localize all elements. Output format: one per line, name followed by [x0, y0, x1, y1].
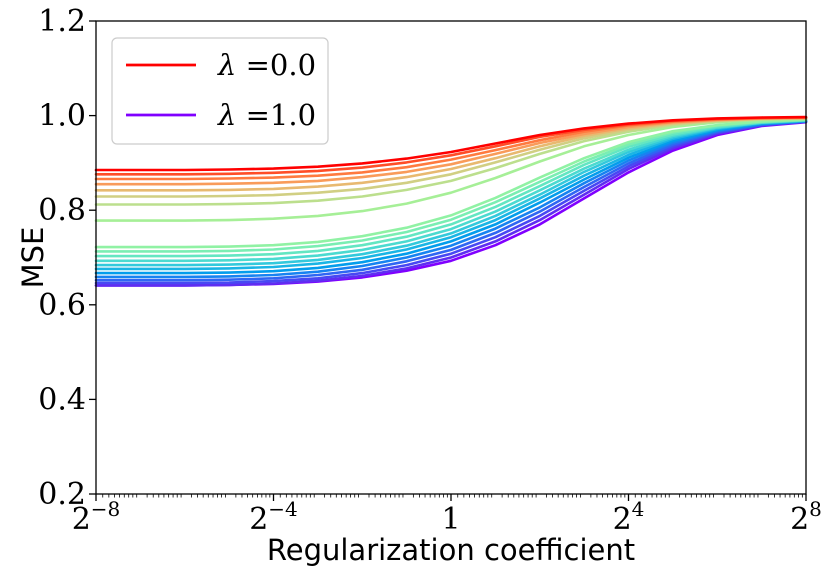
- x-tick-label: 1: [441, 502, 460, 537]
- y-tick-label: 0.4: [38, 382, 86, 417]
- series-line-lambda-0-9: [94, 120, 808, 287]
- series-layer: [94, 115, 808, 287]
- x-tick-label: 28: [790, 497, 822, 537]
- series-line-lambda-0-75: [94, 120, 808, 279]
- y-tick-label: 1.0: [38, 99, 86, 134]
- label-layer: 0.20.40.60.81.01.22−8 2−4 1 24 28: [38, 4, 822, 537]
- series-line-lambda-0-5: [94, 118, 808, 258]
- x-tick-exponent: 8: [809, 497, 822, 521]
- x-tick-exponent: −8: [91, 497, 120, 521]
- legend: λ =0.0λ =1.0: [111, 37, 329, 145]
- legend-lambda-value: =0.0: [236, 48, 316, 82]
- y-axis-title: MSE: [16, 227, 50, 289]
- tick-layer: [89, 20, 807, 501]
- x-tick-base: 2: [790, 502, 809, 537]
- y-tick-label: 0.6: [38, 288, 86, 323]
- series-line-lambda-0-4: [94, 118, 808, 249]
- series-line-lambda-0-35: [94, 117, 808, 222]
- x-tick-exponent: −4: [268, 497, 297, 521]
- series-line-lambda-0-7: [94, 119, 808, 275]
- x-axis-title: Regularization coefficient: [267, 533, 635, 567]
- legend-entries: λ =0.0λ =1.0: [126, 48, 316, 132]
- y-tick-label: 0.8: [38, 193, 86, 228]
- y-tick-label: 1.2: [38, 4, 86, 39]
- legend-label: λ =0.0: [217, 48, 316, 82]
- legend-lambda-symbol: λ: [217, 48, 236, 82]
- series-line-lambda-0-0: [94, 115, 808, 172]
- x-tick-base: 2: [613, 502, 632, 537]
- y-tick-label: 0.2: [38, 477, 86, 512]
- series-line-lambda-0-85: [94, 120, 808, 285]
- x-tick-base: 1: [441, 502, 460, 537]
- legend-label: λ =1.0: [217, 98, 316, 132]
- x-tick-base: 2: [249, 502, 268, 537]
- legend-lambda-symbol: λ: [217, 98, 236, 132]
- x-tick-base: 2: [72, 502, 91, 537]
- x-tick-label: 2−4: [249, 497, 298, 537]
- x-tick-label: 24: [613, 497, 645, 537]
- x-tick-exponent: 4: [632, 497, 645, 521]
- series-line-lambda-0-8: [94, 120, 808, 282]
- legend-lambda-value: =1.0: [236, 98, 316, 132]
- x-tick-label: 2−8: [72, 497, 121, 537]
